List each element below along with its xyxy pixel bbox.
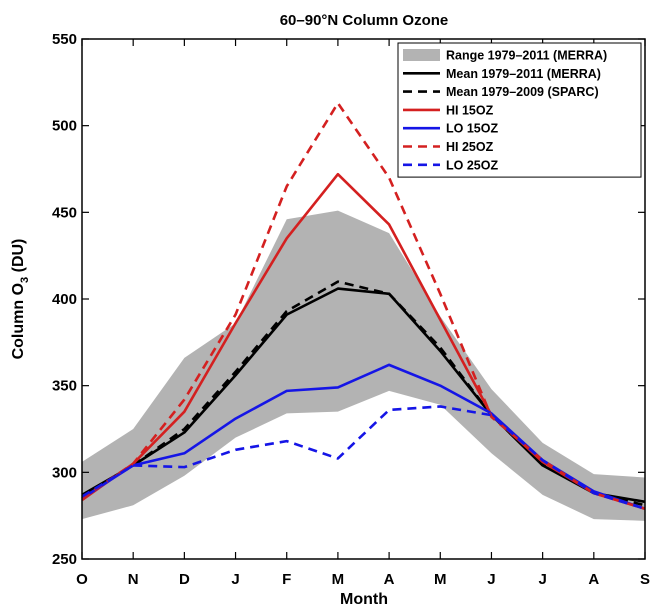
y-tick-label: 250 [52, 551, 77, 568]
x-tick-label: N [128, 571, 139, 588]
legend-swatch [403, 49, 440, 61]
chart-title: 60–90°N Column Ozone [280, 12, 449, 29]
x-tick-label: A [588, 571, 599, 588]
series-line-1 [81, 280, 646, 507]
legend-label: Range 1979–2011 (MERRA) [446, 49, 607, 63]
legend-label: Mean 1979–2011 (MERRA) [446, 67, 601, 81]
x-tick-label: J [538, 571, 546, 588]
y-tick-label: 350 [52, 378, 77, 395]
x-tick-label: J [487, 571, 495, 588]
range-band [82, 210, 645, 521]
x-tick-label: M [434, 571, 447, 588]
legend-label: LO 15OZ [446, 122, 498, 136]
y-tick-label: 450 [52, 204, 77, 221]
y-tick-label: 400 [52, 291, 77, 308]
legend-label: Mean 1979–2009 (SPARC) [446, 85, 599, 99]
y-tick-label: 550 [52, 31, 77, 48]
x-axis-label: Month [340, 591, 388, 608]
x-tick-label: D [179, 571, 190, 588]
x-tick-label: S [640, 571, 650, 588]
x-tick-label: J [231, 571, 239, 588]
x-tick-label: F [282, 571, 291, 588]
legend-label: HI 25OZ [446, 140, 494, 154]
y-tick-label: 300 [52, 464, 77, 481]
x-tick-label: O [76, 571, 88, 588]
series-line-4 [81, 101, 646, 510]
series-line-5 [81, 405, 646, 510]
x-tick-label: A [384, 571, 395, 588]
legend-label: LO 25OZ [446, 158, 498, 172]
y-tick-label: 500 [52, 118, 77, 135]
legend-label: HI 15OZ [446, 103, 494, 117]
y-axis-label: Column O3 (DU) [10, 239, 31, 360]
x-tick-label: M [332, 571, 345, 588]
